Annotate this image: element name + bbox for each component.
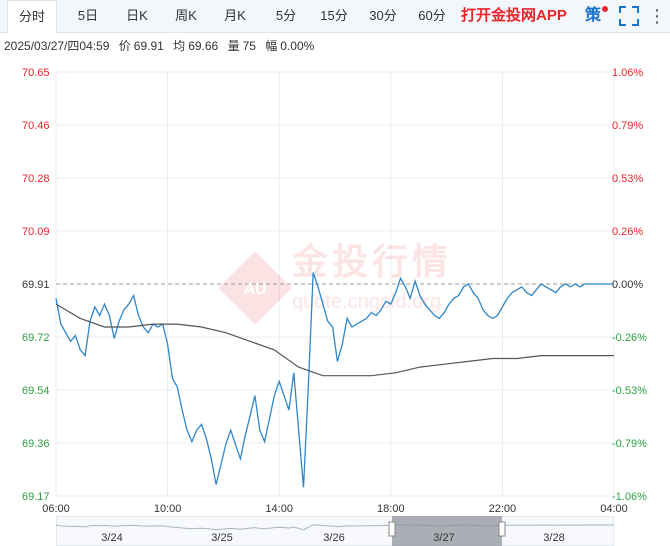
- navigator-selection: [392, 516, 502, 546]
- tab-30-min[interactable]: 30分: [369, 8, 397, 23]
- y-tick-label-right: 1.06%: [612, 67, 643, 79]
- y-tick-label-left: 69.54: [22, 385, 50, 397]
- navigator-handle-left: [388, 521, 396, 537]
- tab-weekly-k[interactable]: 周K: [175, 8, 197, 23]
- navigator-bg: [56, 516, 614, 546]
- tab-intraday[interactable]: 分时: [7, 0, 57, 33]
- y-tick-label-left: 69.17: [22, 491, 50, 503]
- watermark-url: quote.cngold.org: [292, 291, 441, 313]
- quote-datetime: 2025/03/27/四04:59: [4, 39, 110, 53]
- watermark: AU 金投行情 quote.cngold.org: [218, 241, 452, 325]
- volume-label: 量: [227, 39, 240, 53]
- price-value: 69.91: [133, 39, 164, 53]
- x-tick-label: 10:00: [154, 503, 182, 515]
- y-tick-label-left: 69.72: [22, 332, 50, 344]
- navigator-date-label: 3/24: [101, 532, 122, 544]
- navigator-date-label: 3/26: [323, 532, 344, 544]
- navigator-handle-right: [498, 521, 506, 537]
- y-tick-label-left: 69.91: [22, 279, 50, 291]
- tab-5-day[interactable]: 5日: [77, 8, 99, 23]
- tab-60-min[interactable]: 60分: [418, 8, 446, 23]
- y-tick-label-right: 0.53%: [612, 173, 643, 185]
- volume-value: 75: [242, 39, 256, 53]
- period-tabs: 分时 5日 日K 周K 月K 5分 15分 30分 60分 打开金投网APP 策…: [0, 0, 670, 33]
- open-app-link[interactable]: 打开金投网APP: [461, 7, 567, 24]
- y-tick-label-right: -1.06%: [612, 491, 647, 503]
- navigator-date-label: 3/25: [211, 532, 232, 544]
- avg-value: 69.66: [188, 39, 219, 53]
- price-label: 价: [118, 39, 131, 53]
- y-tick-label-right: -0.53%: [612, 385, 647, 397]
- avg-label: 均: [173, 39, 186, 53]
- watermark-brand: 金投行情: [291, 241, 452, 283]
- y-tick-label-left: 70.65: [22, 67, 50, 79]
- y-tick-label-left: 70.28: [22, 173, 50, 185]
- y-tick-label-right: 0.00%: [612, 279, 643, 291]
- x-tick-label: 18:00: [377, 503, 405, 515]
- y-tick-label-left: 70.09: [22, 226, 50, 238]
- y-tick-label-right: 0.26%: [612, 226, 643, 238]
- navigator-date-label: 3/27: [433, 532, 454, 544]
- tab-5-min[interactable]: 5分: [275, 8, 297, 23]
- x-tick-label: 22:00: [489, 503, 517, 515]
- more-menu-icon[interactable]: ⋮: [648, 6, 666, 26]
- tab-daily-k[interactable]: 日K: [126, 8, 148, 23]
- plot-border: [55, 71, 615, 497]
- fullscreen-icon[interactable]: [618, 5, 640, 27]
- y-tick-label-right: -0.26%: [612, 332, 647, 344]
- strategy-button[interactable]: 策: [585, 7, 602, 24]
- navigator-mini-line: [56, 524, 614, 531]
- navigator-date-label: 3/28: [543, 532, 564, 544]
- time-navigator[interactable]: 3/24 3/25 3/26 3/27 3/28: [56, 516, 614, 546]
- quote-info-bar: 2025/03/27/四04:59 价 69.91 均 69.66 量 75 幅 0.0…: [4, 38, 320, 54]
- tab-15-min[interactable]: 15分: [320, 8, 348, 23]
- x-tick-label: 06:00: [42, 503, 70, 515]
- x-tick-label: 14:00: [265, 503, 293, 515]
- amplitude-label: 幅: [265, 39, 278, 53]
- watermark-logo: [218, 251, 292, 325]
- y-tick-label-left: 69.36: [22, 438, 50, 450]
- price-line: [55, 272, 614, 488]
- tab-monthly-k[interactable]: 月K: [224, 8, 246, 23]
- notification-dot: [602, 6, 608, 12]
- y-tick-label-right: -0.79%: [612, 438, 647, 450]
- x-tick-label: 04:00: [600, 503, 628, 515]
- y-tick-label-right: 0.79%: [612, 120, 643, 132]
- amplitude-value: 0.00%: [280, 39, 315, 53]
- average-line: [55, 303, 614, 377]
- y-tick-label-left: 70.46: [22, 120, 50, 132]
- watermark-logo-text: AU: [243, 281, 266, 298]
- intraday-chart[interactable]: AU 金投行情 quote.cngold.org 70.65 1.06% 70.46 0.7…: [0, 56, 670, 516]
